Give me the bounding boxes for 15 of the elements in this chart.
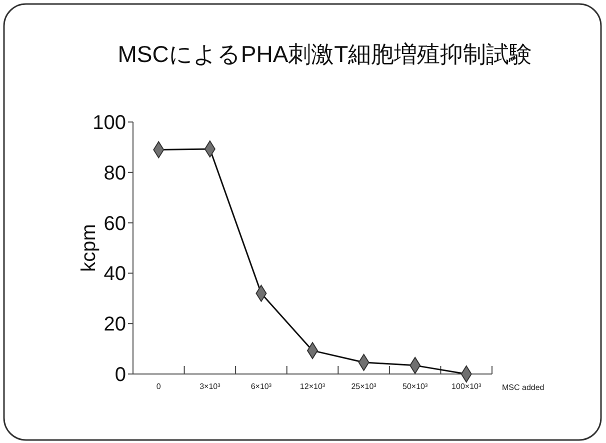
y-tick-label: 80 <box>104 162 126 184</box>
x-tick-label: 50×10³ <box>402 382 428 391</box>
y-tick-label: 60 <box>104 212 126 235</box>
x-tick-label: 0 <box>156 382 162 391</box>
y-tick-label: 40 <box>104 263 126 286</box>
y-tick-label: 100 <box>92 112 126 134</box>
y-axis-title: kcpm <box>78 224 100 272</box>
x-tick-label: 12×10³ <box>300 382 326 391</box>
x-axis-title: MSC added <box>502 383 544 392</box>
chart-title: MSCによるPHA刺激T細胞増殖抑制試験 <box>118 41 532 67</box>
x-tick-label: 25×10³ <box>351 382 377 391</box>
x-tick-label: 3×10³ <box>200 382 221 391</box>
x-tick-label: 6×10³ <box>250 382 272 391</box>
x-tick-label: 100×10³ <box>452 382 482 391</box>
y-tick-label: 20 <box>104 314 126 336</box>
